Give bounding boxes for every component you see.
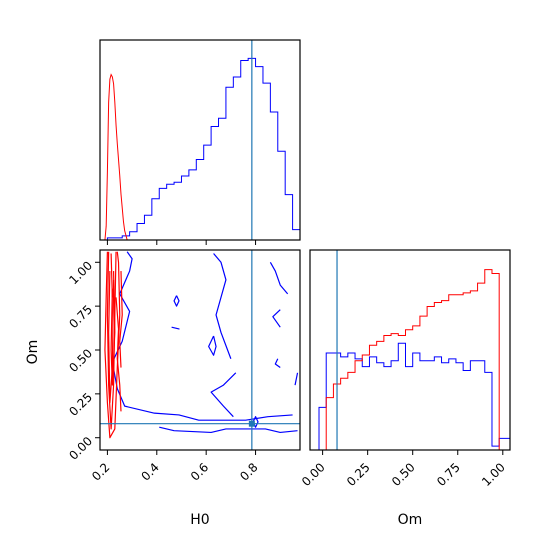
h0-om-joint-panel: 0.2 0.4 0.6 0.8 0.00 0.25 0.50 0.75 1.00 — [66, 249, 301, 484]
joint-y-tick-label: 0.75 — [66, 302, 95, 331]
h0-marginal-frame — [99, 39, 301, 241]
contour-blue-3 — [213, 253, 232, 359]
joint-y-tick-label: 0.25 — [66, 390, 95, 419]
h0-hist-series-red — [104, 73, 128, 241]
contour-blue-10 — [208, 335, 217, 356]
joint-y-tick-label: 1.00 — [66, 259, 95, 288]
contour-red-4 — [115, 297, 122, 412]
om-marginal-frame — [309, 249, 511, 451]
contour-red-0 — [104, 251, 121, 439]
contour-blue-1 — [159, 426, 298, 434]
contour-blue-4 — [269, 261, 289, 295]
h0-hist-series-0 — [100, 57, 301, 241]
joint-x-tick-label: 0.2 — [89, 460, 112, 483]
contour-blue-7 — [294, 372, 299, 386]
om-hist-series-blue — [310, 342, 511, 451]
om-marginal-panel: 0.00 0.25 0.50 0.75 1.00 — [299, 249, 511, 489]
joint-truth-marker — [248, 420, 255, 427]
joint-contours — [104, 251, 299, 439]
h0-marginal-panel — [99, 39, 301, 245]
om-x-tick-label: 1.00 — [479, 460, 508, 489]
contour-blue-2 — [210, 372, 237, 418]
om-hist-series-red — [310, 269, 510, 451]
contour-blue-0 — [111, 251, 293, 421]
om-x-tick-label: 0.75 — [434, 460, 463, 489]
contour-red-5 — [119, 271, 123, 368]
contour-blue-9 — [171, 326, 180, 330]
joint-x-tick-label: 0.8 — [237, 460, 260, 483]
x-axis-label-om: Om — [398, 512, 423, 528]
contour-blue-8 — [173, 295, 180, 307]
joint-x-tick-label: 0.6 — [188, 460, 211, 483]
contour-red-3 — [110, 271, 116, 386]
y-axis-label-om: Om — [25, 340, 41, 365]
contour-blue-5 — [272, 309, 281, 328]
joint-y-tick-label: 0.50 — [66, 346, 95, 375]
x-axis-label-h0: H0 — [190, 512, 209, 528]
joint-y-tick-label: 0.00 — [66, 434, 95, 463]
contour-red-6 — [110, 253, 113, 298]
contour-blue-6 — [274, 358, 281, 369]
joint-frame — [99, 249, 301, 451]
contour-red-2 — [108, 271, 115, 404]
joint-x-tick-label: 0.4 — [139, 460, 162, 483]
om-x-tick-label: 0.25 — [344, 460, 373, 489]
om-x-tick-label: 0.00 — [299, 460, 328, 489]
om-x-tick-label: 0.50 — [389, 460, 418, 489]
